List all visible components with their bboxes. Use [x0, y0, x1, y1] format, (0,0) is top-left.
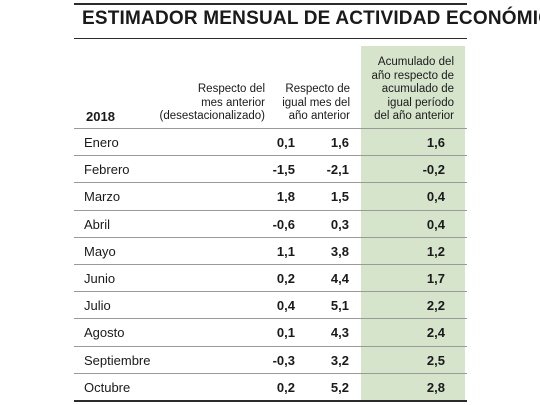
cumulative-cell: 0,4	[426, 189, 445, 205]
year-header: 2018	[86, 109, 115, 124]
table-row: Abril -0,6 0,3 0,4	[74, 209, 467, 239]
year-change-cell: 5,2	[330, 379, 349, 395]
header-line: igual mes del	[282, 96, 350, 109]
table-row: Enero 0,1 1,6 1,6	[74, 128, 467, 157]
month-change-cell: -0,6	[272, 216, 295, 232]
cumulative-cell: 2,8	[426, 379, 445, 395]
month-cell: Junio	[84, 271, 116, 286]
cumulative-cell: 2,5	[426, 352, 445, 368]
header-line: mes anterior	[201, 96, 265, 109]
cumulative-cell: 1,2	[426, 243, 445, 259]
month-cell: Mayo	[84, 243, 116, 259]
month-cell: Agosto	[84, 325, 125, 341]
month-change-cell: 0,1	[276, 135, 295, 150]
top-rule	[74, 3, 467, 5]
table-row: Septiembre -0,3 3,2 2,5	[74, 345, 467, 375]
month-cell: Septiembre	[84, 352, 151, 368]
table-row: Julio 0,4 5,1 2,2	[74, 291, 467, 320]
month-cell: Febrero	[84, 162, 130, 178]
column-header-year-change: Respecto de igual mes del año anterior	[265, 83, 350, 124]
month-change-cell: -1,5	[272, 162, 295, 178]
header-line: (desestacionalizado)	[159, 110, 265, 122]
column-header-month-change: Respecto del mes anterior (desestacionaliz…	[150, 83, 265, 124]
year-change-cell: 0,3	[330, 216, 349, 232]
table-row: Agosto 0,1 4,3 2,4	[74, 318, 467, 347]
table-row: Marzo 1,8 1,5 0,4	[74, 182, 467, 211]
month-change-cell: 0,2	[276, 271, 295, 286]
header-line: acumulado de	[381, 83, 454, 95]
year-change-cell: 3,8	[330, 243, 349, 259]
highlight-column	[361, 46, 465, 400]
table-row: Octubre 0,2 5,2 2,8	[74, 372, 467, 402]
month-cell: Abril	[84, 216, 111, 232]
month-change-cell: 0,4	[276, 298, 295, 314]
month-change-cell: 1,1	[276, 243, 295, 259]
table-row: Mayo 1,1 3,8 1,2	[74, 236, 467, 266]
year-change-cell: 1,5	[330, 189, 349, 205]
header-line: Acumulado del	[377, 56, 454, 68]
header-line: año respecto de	[371, 69, 454, 82]
table-row: Junio 0,2 4,4 1,7	[74, 264, 467, 293]
header-line: igual período	[387, 96, 455, 109]
header-line: Respecto de	[285, 83, 350, 95]
year-change-cell: -2,1	[326, 162, 349, 178]
header-line: del año anterior	[374, 110, 454, 122]
month-change-cell: 0,2	[276, 379, 295, 395]
cumulative-cell: 1,7	[426, 271, 445, 286]
month-cell: Julio	[84, 298, 111, 314]
month-cell: Enero	[84, 135, 119, 150]
header-line: Respecto del	[197, 83, 265, 95]
cumulative-cell: 2,4	[426, 325, 445, 341]
year-change-cell: 5,1	[330, 298, 349, 314]
year-change-cell: 3,2	[330, 352, 349, 368]
column-header-cumulative: Acumulado del año respecto de acumulado de…	[362, 56, 454, 124]
month-change-cell: 1,8	[276, 189, 295, 205]
table-title: ESTIMADOR MENSUAL DE ACTIVIDAD ECONÓMICA	[82, 8, 540, 29]
table-row: Febrero -1,5 -2,1 -0,2	[74, 155, 467, 184]
cumulative-cell: 2,2	[426, 298, 445, 314]
year-change-cell: 1,6	[330, 135, 349, 150]
bottom-rule	[74, 400, 467, 402]
header-line: año anterior	[288, 110, 350, 122]
cumulative-cell: 1,6	[426, 135, 445, 150]
year-change-cell: 4,4	[330, 271, 349, 286]
year-change-cell: 4,3	[330, 325, 349, 341]
cumulative-cell: 0,4	[426, 216, 445, 232]
month-change-cell: -0,3	[272, 352, 295, 368]
month-change-cell: 0,1	[276, 325, 295, 341]
cumulative-cell: -0,2	[422, 162, 445, 178]
month-cell: Octubre	[84, 379, 131, 395]
month-cell: Marzo	[84, 189, 121, 205]
title-rule	[74, 38, 467, 39]
